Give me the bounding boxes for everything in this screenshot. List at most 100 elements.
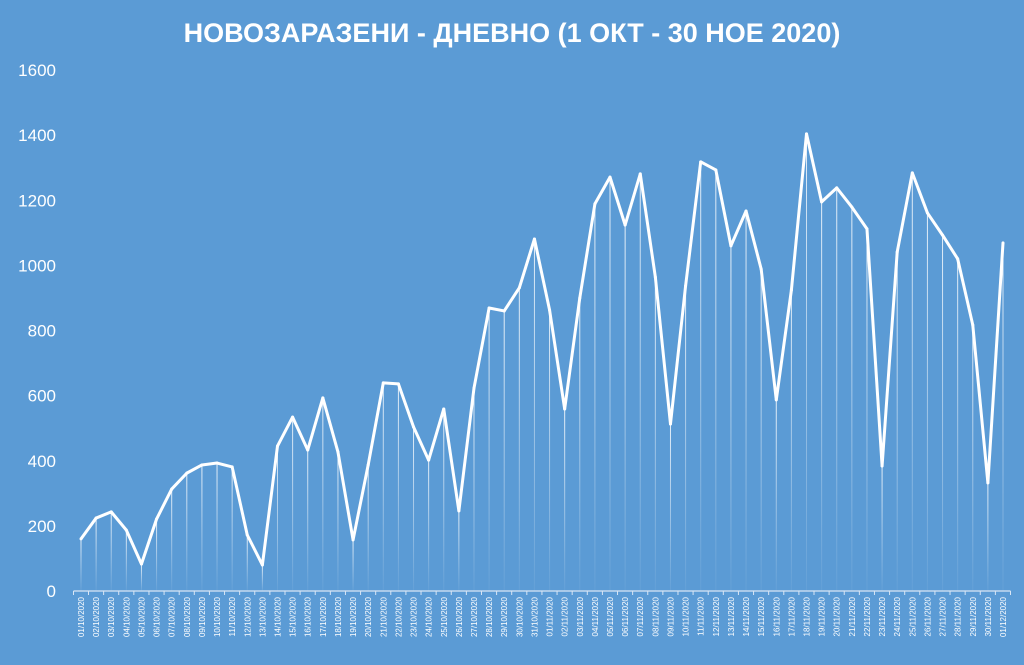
drop-line: [987, 482, 989, 591]
x-tick-label: 25/10/2020: [440, 596, 449, 637]
drop-line: [276, 446, 278, 591]
drop-line: [851, 207, 853, 591]
drop-line: [156, 519, 158, 591]
x-tick-label: 09/11/2020: [666, 596, 675, 636]
x-tick-label: 18/11/2020: [803, 596, 812, 636]
drop-line: [685, 285, 687, 591]
x-tick-label: 13/10/2020: [258, 596, 267, 637]
x-tick-label: 05/11/2020: [606, 596, 615, 636]
drop-line: [367, 464, 369, 591]
x-tick-label: 22/11/2020: [863, 596, 872, 636]
x-tick-label: 08/11/2020: [651, 596, 660, 636]
drop-line: [669, 423, 671, 591]
x-tick-label: 11/10/2020: [228, 596, 237, 636]
drop-line: [942, 235, 944, 592]
drop-line: [382, 382, 384, 591]
drop-line: [216, 463, 218, 591]
x-tick-label: 23/10/2020: [410, 596, 419, 637]
x-tick-label: 06/11/2020: [621, 596, 630, 636]
x-tick-label: 11/11/2020: [697, 596, 706, 635]
x-tick-label: 16/11/2020: [772, 596, 781, 636]
x-tick-label: 18/10/2020: [334, 596, 343, 637]
drop-line: [292, 417, 294, 591]
chart-title: НОВОЗАРАЗЕНИ - ДНЕВНО (1 ОКТ - 30 НОЕ 20…: [184, 18, 841, 48]
x-tick-label: 02/10/2020: [92, 596, 101, 637]
drop-line: [730, 245, 732, 591]
drop-line: [896, 252, 898, 592]
x-tick-label: 16/10/2020: [304, 596, 313, 637]
drop-line: [594, 203, 596, 591]
drop-line: [140, 563, 142, 591]
drop-line: [231, 466, 233, 591]
y-tick-label: 0: [47, 582, 56, 601]
drop-line: [473, 388, 475, 591]
drop-line: [186, 473, 188, 591]
y-tick-label: 800: [28, 322, 56, 341]
drop-line: [972, 324, 974, 591]
x-tick-label: 28/11/2020: [954, 596, 963, 636]
x-tick-label: 20/10/2020: [364, 596, 373, 637]
x-tick-label: 26/10/2020: [455, 596, 464, 637]
x-tick-label: 17/10/2020: [319, 596, 328, 637]
drop-line: [821, 201, 823, 592]
x-tick-label: 14/10/2020: [273, 596, 282, 637]
x-tick-label: 31/10/2020: [530, 596, 539, 637]
y-tick-label: 400: [28, 452, 56, 471]
drop-line: [443, 408, 445, 591]
x-tick-label: 19/11/2020: [818, 596, 827, 636]
drop-line: [171, 489, 173, 591]
drop-line: [911, 172, 913, 591]
drop-line: [322, 397, 324, 591]
x-tick-label: 01/12/2020: [999, 596, 1008, 637]
x-tick-label: 04/11/2020: [591, 596, 600, 636]
drop-line: [866, 228, 868, 591]
drop-line: [503, 310, 505, 591]
drop-line: [397, 383, 399, 591]
drop-line: [579, 297, 581, 591]
y-tick-label: 1200: [18, 191, 56, 210]
x-tick-label: 07/11/2020: [636, 596, 645, 636]
drop-line: [836, 187, 838, 591]
drop-line: [564, 408, 566, 591]
drop-line: [549, 309, 551, 591]
drop-line: [125, 530, 127, 591]
drop-line: [413, 426, 415, 591]
x-tick-label: 21/10/2020: [379, 596, 388, 637]
drop-line: [352, 539, 354, 591]
x-tick-label: 10/10/2020: [213, 596, 222, 637]
drop-line: [806, 133, 808, 591]
drop-line: [110, 511, 112, 591]
x-tick-label: 09/10/2020: [198, 596, 207, 637]
drop-line: [760, 268, 762, 591]
x-tick-label: 12/11/2020: [712, 596, 721, 636]
x-tick-label: 03/11/2020: [576, 596, 585, 636]
x-tick-label: 25/11/2020: [908, 596, 917, 636]
x-tick-label: 27/11/2020: [939, 596, 948, 636]
x-tick-label: 01/10/2020: [77, 596, 86, 637]
drop-line: [700, 161, 702, 592]
drop-line: [95, 518, 97, 591]
drop-line: [246, 534, 248, 591]
x-tick-label: 08/10/2020: [183, 596, 192, 637]
x-tick-label: 13/11/2020: [727, 596, 736, 636]
x-tick-label: 23/11/2020: [878, 596, 887, 636]
x-tick-label: 24/11/2020: [893, 596, 902, 636]
x-tick-label: 03/10/2020: [107, 596, 116, 637]
x-tick-label: 17/11/2020: [787, 596, 796, 636]
y-tick-label: 600: [28, 387, 56, 406]
drop-line: [458, 510, 460, 591]
x-tick-label: 28/10/2020: [485, 596, 494, 637]
x-tick-label: 30/11/2020: [984, 596, 993, 636]
drop-line: [609, 177, 611, 592]
x-tick-label: 12/10/2020: [243, 596, 252, 637]
drop-line: [745, 210, 747, 592]
drop-line: [488, 308, 490, 591]
drop-line: [624, 224, 626, 591]
x-tick-label: 20/11/2020: [833, 596, 842, 636]
x-tick-label: 05/10/2020: [137, 596, 146, 637]
x-tick-label: 26/11/2020: [923, 596, 932, 636]
x-tick-label: 27/10/2020: [470, 596, 479, 637]
drop-line: [790, 290, 792, 591]
x-tick-label: 29/11/2020: [969, 596, 978, 636]
